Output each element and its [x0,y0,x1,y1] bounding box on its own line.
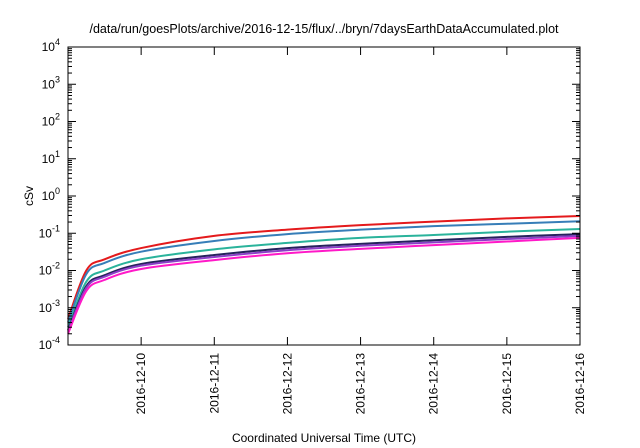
y-tick-label: 102 [42,112,60,129]
series-line-1 [67,215,581,320]
x-tick-label: 2016-12-11 [207,353,221,414]
y-tick-label: 104 [42,37,60,54]
y-tick-label: 10-4 [39,335,60,352]
series-layer [67,215,581,335]
y-tick-label: 103 [42,74,60,91]
chart-title: /data/run/goesPlots/archive/2016-12-15/f… [89,22,559,36]
series-line-5 [67,234,581,332]
x-tick-label: 2016-12-13 [354,353,368,415]
tick-layer: 10-4 10-3 10-2 10-1 100 101 102 103 104 2016-12-1… [39,37,587,414]
plot-frame [67,46,581,346]
x-tick-label: 2016-12-10 [134,353,148,415]
y-axis-label: cSv [22,186,36,206]
x-tick-label: 2016-12-16 [573,353,587,415]
x-axis-label: Coordinated Universal Time (UTC) [232,431,416,445]
x-tick-label: 2016-12-15 [500,353,514,415]
series-line-3 [67,228,581,328]
x-tick-label: 2016-12-14 [427,353,441,415]
series-line-4 [67,233,581,331]
y-tick-label: 10-3 [39,298,60,315]
x-tick-label: 2016-12-12 [280,353,294,415]
series-line-2 [67,220,581,323]
y-tick-label: 10-2 [39,261,60,278]
y-tick-label: 100 [42,186,60,203]
series-line-6 [67,236,581,335]
y-tick-label: 10-1 [39,223,60,240]
y-tick-label: 101 [42,149,60,166]
